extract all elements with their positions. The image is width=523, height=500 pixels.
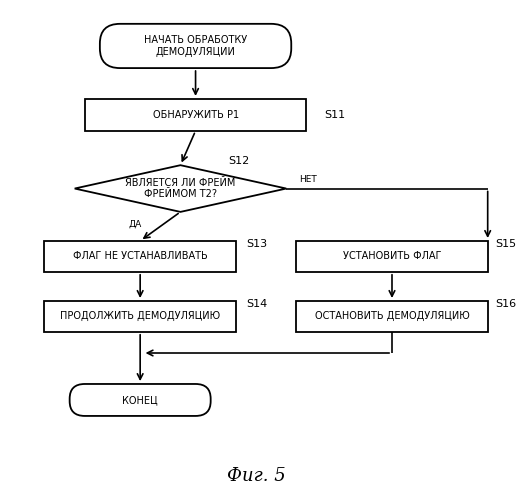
Text: S11: S11 [324,110,345,120]
Bar [44,301,236,332]
Text: ДА: ДА [129,220,142,228]
Text: НАЧАТЬ ОБРАБОТКУ
ДЕМОДУЛЯЦИИ: НАЧАТЬ ОБРАБОТКУ ДЕМОДУЛЯЦИИ [144,35,247,57]
Text: НЕТ: НЕТ [299,175,316,184]
Bar [297,301,487,332]
Text: ОСТАНОВИТЬ ДЕМОДУЛЯЦИЮ: ОСТАНОВИТЬ ДЕМОДУЛЯЦИЮ [315,312,469,322]
Text: ПРОДОЛЖИТЬ ДЕМОДУЛЯЦИЮ: ПРОДОЛЖИТЬ ДЕМОДУЛЯЦИЮ [60,312,220,322]
Text: Фиг. 5: Фиг. 5 [226,467,286,485]
Text: ЯВЛЯЕТСЯ ЛИ ФРЕЙМ
ФРЕЙМОМ T2?: ЯВЛЯЕТСЯ ЛИ ФРЕЙМ ФРЕЙМОМ T2? [126,178,236,200]
Text: S12: S12 [229,156,249,166]
Text: КОНЕЦ: КОНЕЦ [122,395,158,405]
Bar [297,241,487,272]
Bar [85,99,306,131]
FancyBboxPatch shape [100,24,291,68]
Polygon shape [75,165,286,212]
Bar [44,241,236,272]
Text: S13: S13 [246,238,267,248]
Text: S16: S16 [495,299,516,309]
Text: ФЛАГ НЕ УСТАНАВЛИВАТЬ: ФЛАГ НЕ УСТАНАВЛИВАТЬ [73,252,208,262]
Text: ОБНАРУЖИТЬ P1: ОБНАРУЖИТЬ P1 [153,110,238,120]
FancyBboxPatch shape [70,384,211,416]
Text: S15: S15 [495,238,516,248]
Text: УСТАНОВИТЬ ФЛАГ: УСТАНОВИТЬ ФЛАГ [343,252,441,262]
Text: S14: S14 [246,299,267,309]
